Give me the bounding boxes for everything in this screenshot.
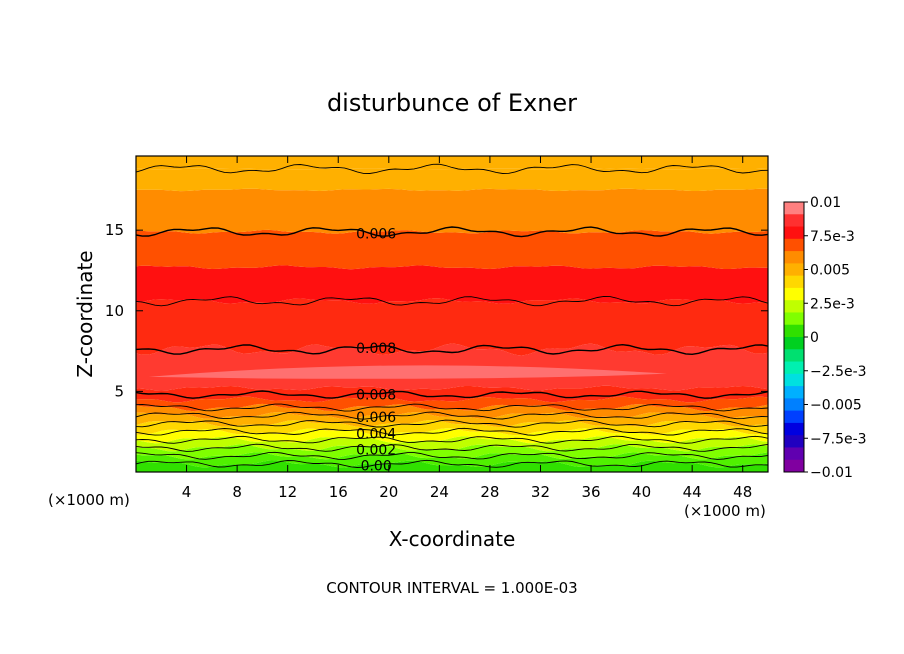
contour-line <box>136 295 768 307</box>
colorbar-label: −2.5e-3 <box>810 364 867 380</box>
colorbar-swatch <box>784 214 804 228</box>
chart-title: disturbunce of Exner <box>327 89 577 117</box>
colorbar-swatch <box>784 300 804 313</box>
contour-line <box>136 411 768 420</box>
contour-line <box>136 435 768 444</box>
x-tick-label: 48 <box>733 483 752 501</box>
colorbar-label: 0.01 <box>810 195 841 211</box>
colorbar-swatch <box>784 373 804 387</box>
colorbar: 0.01 7.5e-3 0.005 2.5e-3 0 −2.5e-3 −0.005 −7.5e… <box>783 195 867 481</box>
contour-line <box>136 451 768 460</box>
x-tick-label: 16 <box>329 483 348 501</box>
contour-band <box>136 188 768 234</box>
colorbar-swatch <box>784 312 804 326</box>
contour-line <box>136 343 768 356</box>
x-tick-label: 44 <box>683 483 702 501</box>
colorbar-swatch <box>784 459 804 473</box>
colorbar-swatch <box>784 386 804 399</box>
colorbar-swatch <box>784 324 804 338</box>
contour-band <box>136 436 768 452</box>
x-tick-label: 4 <box>182 483 192 501</box>
x-tick-label: 32 <box>531 483 550 501</box>
colorbar-swatch <box>784 287 804 301</box>
contour-label: 0.006 <box>356 410 396 426</box>
contour-line <box>136 403 768 412</box>
contour-line <box>136 427 768 436</box>
contour-band <box>136 412 768 428</box>
contour-band <box>136 298 768 356</box>
x-tick-label: 8 <box>232 483 242 501</box>
contour-label: 0.008 <box>356 388 396 404</box>
x-tick-label: 28 <box>480 483 499 501</box>
x-unit-right: (×1000 m) <box>684 502 766 520</box>
colorbar-label: 2.5e-3 <box>810 296 855 312</box>
x-tick-label: 40 <box>632 483 651 501</box>
contour-band <box>136 229 768 270</box>
contour-line <box>136 390 768 399</box>
x-axis-label: X-coordinate <box>389 527 516 551</box>
y-tick-label: 10 <box>105 302 124 320</box>
colorbar-label: 0.005 <box>810 263 850 279</box>
contour-band <box>136 168 768 192</box>
contour-band <box>136 156 768 170</box>
contour-band <box>136 385 768 403</box>
contour-line <box>136 443 768 452</box>
x-tick-label: 36 <box>581 483 600 501</box>
colorbar-swatch <box>784 435 804 448</box>
contour-line <box>136 163 768 174</box>
contour-band <box>136 428 768 444</box>
colorbar-label: 0 <box>810 330 819 346</box>
colorbar-swatch <box>784 410 804 424</box>
contour-line <box>136 419 768 428</box>
max-region <box>148 365 667 379</box>
colorbar-swatch <box>784 422 804 436</box>
contour-label: 0.006 <box>356 226 396 242</box>
contour-band <box>136 460 768 472</box>
x-tick-label: 20 <box>379 483 398 501</box>
colorbar-label: 7.5e-3 <box>810 229 855 245</box>
contour-label: 0.004 <box>356 426 396 442</box>
contour-label: 0.00 <box>361 459 392 475</box>
colorbar-label: −0.005 <box>810 398 862 414</box>
x-unit-left: (×1000 m) <box>48 491 130 509</box>
y-axis-ticks: 5 10 15 <box>105 221 768 400</box>
y-tick-label: 5 <box>114 382 124 400</box>
plot-frame <box>135 155 769 473</box>
contour-band <box>136 396 768 412</box>
x-tick-label: 24 <box>430 483 449 501</box>
colorbar-swatch <box>784 226 804 240</box>
colorbar-swatch <box>784 337 804 350</box>
colorbar-swatch <box>784 398 804 412</box>
x-tick-label: 12 <box>278 483 297 501</box>
y-axis-label: Z-coordinate <box>73 250 97 377</box>
contour-interval-note: CONTOUR INTERVAL = 1.000E-03 <box>326 579 577 597</box>
colorbar-swatch <box>784 447 804 461</box>
colorbar-swatch <box>784 238 804 252</box>
contour-line <box>136 226 768 238</box>
colorbar-swatch <box>784 202 804 215</box>
colorbar-label: −0.01 <box>810 465 853 481</box>
contour-band <box>136 265 768 304</box>
colorbar-label: −7.5e-3 <box>810 431 867 447</box>
colorbar-swatch <box>784 275 804 289</box>
filled-contour-bands <box>136 156 768 472</box>
contour-label: 0.008 <box>356 341 396 357</box>
colorbar-swatch <box>784 251 804 264</box>
x-axis-ticks: 4 8 12 16 20 24 28 32 36 40 44 48 <box>182 156 752 501</box>
contour-label: 0.002 <box>356 442 396 458</box>
contour-line <box>136 459 768 468</box>
contour-lines <box>136 163 768 468</box>
colorbar-swatch <box>784 361 804 375</box>
contour-band <box>136 403 768 420</box>
colorbar-swatch <box>784 263 804 277</box>
contour-band <box>136 452 768 468</box>
colorbar-swatch <box>784 349 804 363</box>
y-tick-label: 15 <box>105 221 124 239</box>
